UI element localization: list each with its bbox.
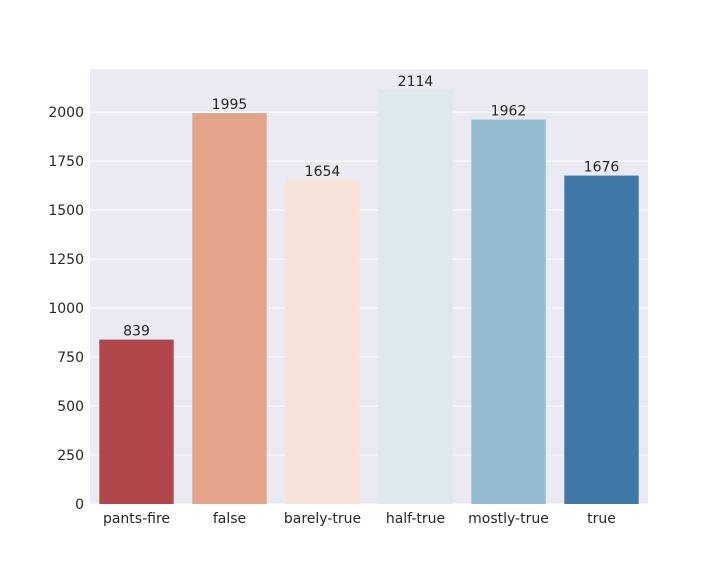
x-tick-label: barely-true [284,511,361,527]
y-axis-ticks: 0 250 500 750 1000 1250 1500 1750 2000 [48,105,84,513]
x-axis-ticks: pants-fire false barely-true half-true mostl… [103,511,616,527]
bar-barely-true [285,179,360,505]
bar-half-true [378,89,453,505]
y-tick-label: 0 [75,497,84,513]
x-tick-label: pants-fire [103,511,170,527]
bars [99,89,639,505]
bar-value-label: 2114 [398,74,434,90]
y-tick-label: 1500 [48,203,84,219]
bar-true [564,175,639,504]
plot-area [90,69,648,504]
bar-mostly-true [471,119,546,505]
bar-value-label: 1676 [584,160,620,176]
grid-lines [90,111,648,505]
bar-value-label: 839 [123,324,150,340]
x-tick-label: false [213,511,246,527]
x-tick-label: mostly-true [468,511,549,527]
y-tick-label: 750 [57,350,84,366]
y-tick-label: 2000 [48,105,84,121]
bar-value-label: 1654 [305,164,341,180]
y-tick-label: 1000 [48,301,84,317]
y-tick-label: 250 [57,448,84,464]
y-tick-label: 1750 [48,154,84,170]
x-tick-label: true [587,511,616,527]
bar-false [192,113,267,505]
y-tick-label: 1250 [48,252,84,268]
bar-value-label: 1962 [491,104,527,120]
bar-value-label: 1995 [212,97,248,113]
bar-pants-fire [99,339,174,504]
x-tick-label: half-true [386,511,445,527]
y-tick-label: 500 [57,399,84,415]
bar-value-labels: 839 1995 1654 2114 1962 1676 [123,74,619,340]
